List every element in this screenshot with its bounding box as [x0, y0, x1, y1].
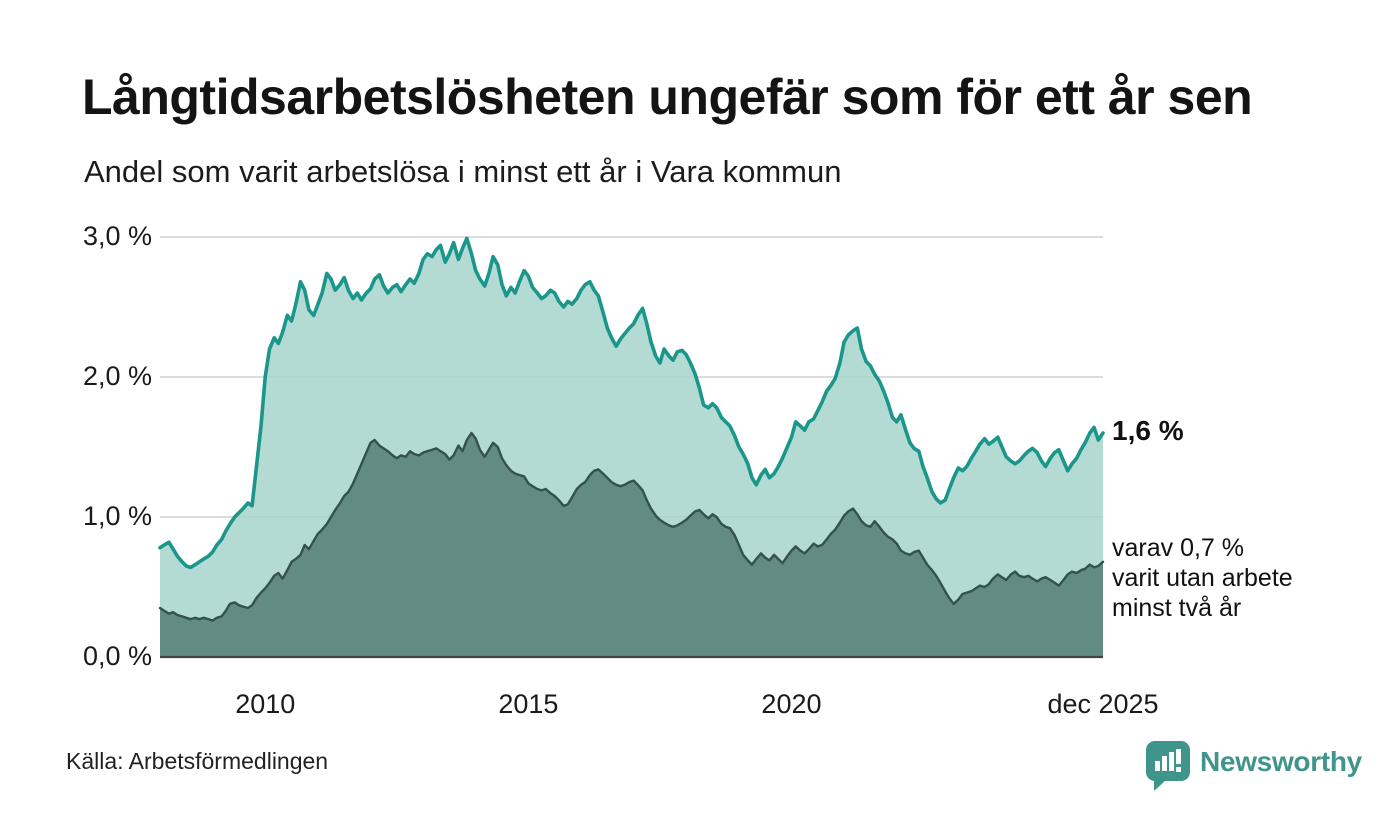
annotation-two_years: varav 0,7 % varit utan arbete minst två år: [1112, 533, 1293, 623]
source-note: Källa: Arbetsförmedlingen: [66, 748, 329, 774]
annotation-line: 1,6 %: [1112, 415, 1184, 446]
y-axis-tick-label: 0,0 %: [82, 641, 152, 671]
line-one-year: [158, 236, 1105, 570]
y-axis-tick-label: 3,0 %: [82, 221, 152, 251]
annotation-one_year: 1,6 %: [1112, 416, 1184, 446]
x-axis-tick-label: 2020: [761, 689, 822, 719]
chart-subtitle: Andel som varit arbetslösa i minst ett å…: [84, 154, 842, 189]
y-axis-tick-label: 2,0 %: [82, 361, 152, 391]
area-two-years: [160, 433, 1103, 657]
x-axis-tick-label: 2010: [235, 689, 296, 719]
annotation-line: minst två år: [1112, 594, 1242, 622]
annotation-line: varit utan arbete: [1112, 564, 1293, 592]
annotation-line: varav 0,7 %: [1112, 534, 1245, 562]
brand-wordmark: Newsworthy: [1200, 746, 1362, 777]
x-axis-tick-label: dec 2025: [1047, 689, 1159, 719]
newsworthy-icon: [1146, 741, 1190, 791]
y-axis-tick-label: 1,0 %: [82, 501, 152, 531]
line-two-years: [158, 431, 1105, 622]
brand-logo: Newsworthy: [1146, 740, 1362, 792]
page-title: Långtidsarbetslösheten ungefär som för e…: [82, 69, 1253, 125]
x-axis-tick-label: 2015: [498, 689, 559, 719]
